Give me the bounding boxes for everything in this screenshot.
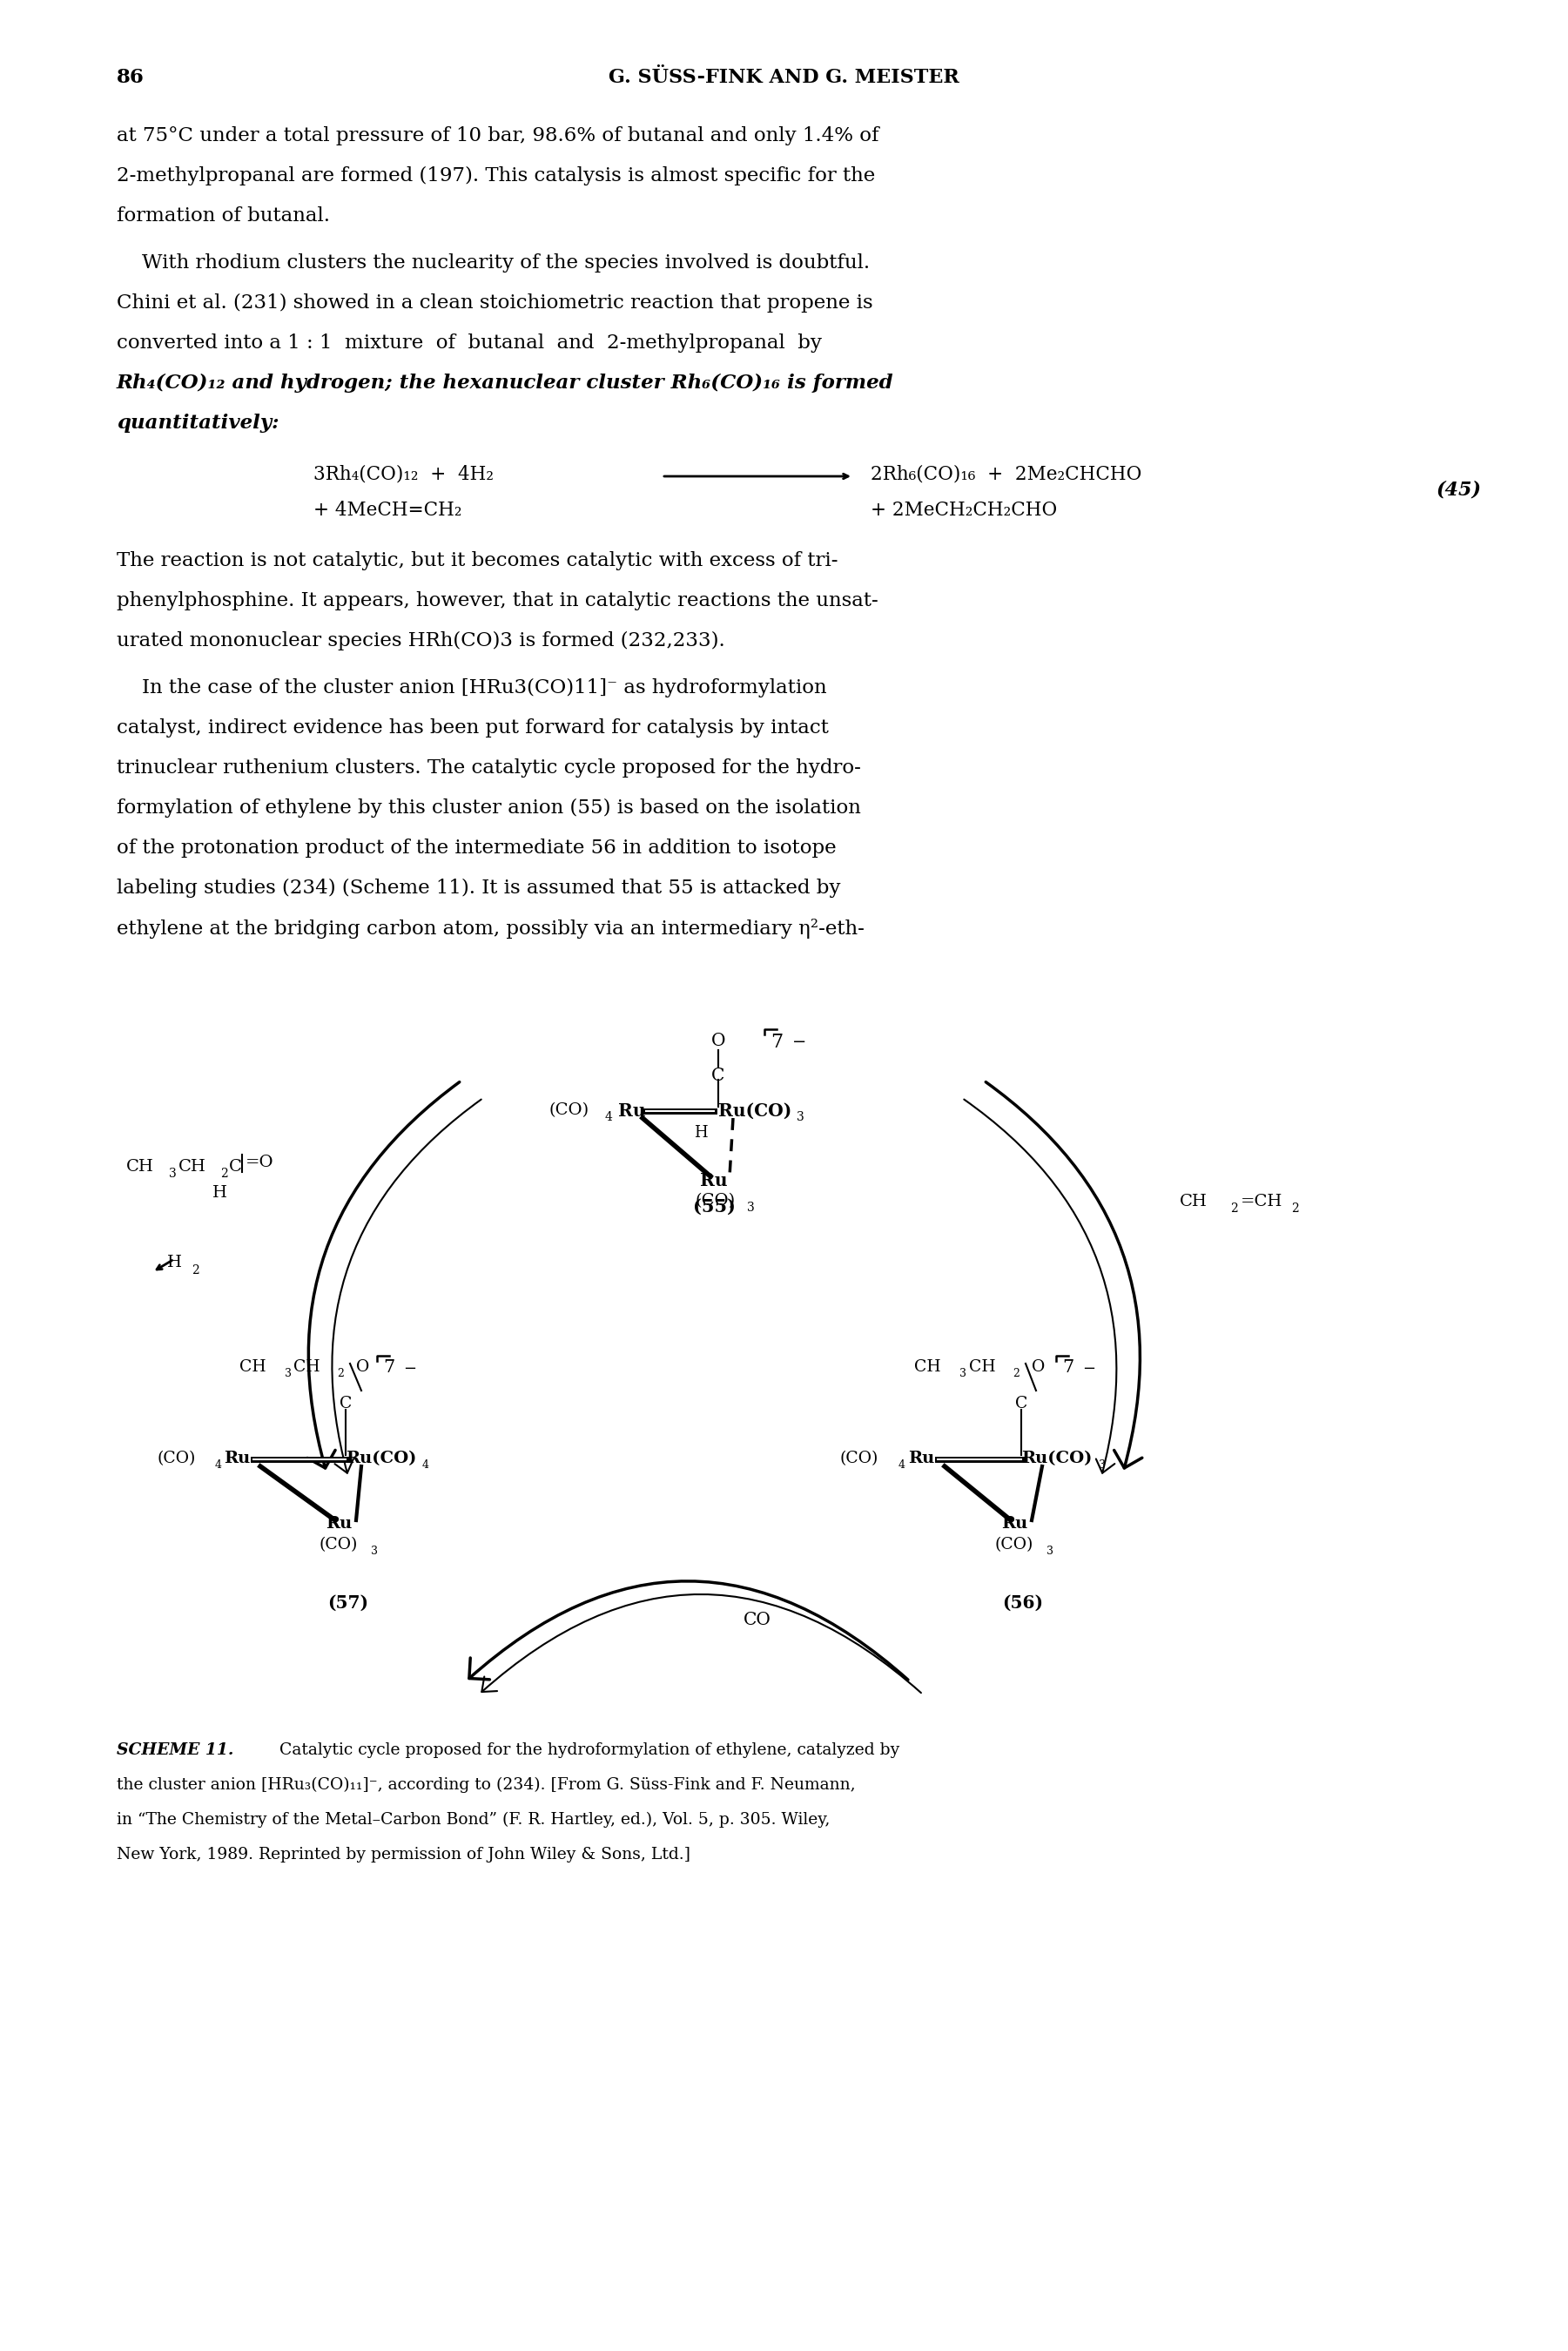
Text: (CO): (CO) [994,1538,1033,1552]
Text: 3: 3 [960,1368,966,1380]
FancyArrowPatch shape [481,1594,920,1693]
Text: quantitatively:: quantitatively: [116,414,279,433]
Text: Ru(CO): Ru(CO) [1021,1451,1091,1467]
Text: CH: CH [969,1359,996,1375]
Text: labeling studies (234) (Scheme 11). It is assumed that 55 is attacked by: labeling studies (234) (Scheme 11). It i… [116,879,840,898]
Text: CH: CH [127,1159,154,1176]
Text: Chini et al. (231) showed in a clean stoichiometric reaction that propene is: Chini et al. (231) showed in a clean sto… [116,294,873,313]
Text: O: O [710,1032,726,1049]
Text: 2: 2 [1290,1201,1298,1215]
Text: H: H [168,1255,182,1270]
Text: Ru: Ru [224,1451,249,1467]
Text: + 2MeCH₂CH₂CHO: + 2MeCH₂CH₂CHO [870,501,1057,520]
Text: 2: 2 [1013,1368,1019,1380]
Text: 2: 2 [191,1265,199,1277]
Text: C: C [339,1396,351,1411]
Text: CO: CO [743,1613,771,1629]
Text: C: C [1014,1396,1027,1411]
Text: 7: 7 [1062,1359,1074,1375]
Text: O: O [1021,1359,1044,1375]
FancyArrowPatch shape [986,1081,1142,1467]
Text: 3: 3 [285,1368,292,1380]
Text: 4: 4 [215,1460,223,1472]
Text: at 75°C under a total pressure of 10 bar, 98.6% of butanal and only 1.4% of: at 75°C under a total pressure of 10 bar… [116,127,880,146]
Text: CH: CH [179,1159,207,1176]
Text: urated mononuclear species HRh(CO)3 is formed (232,233).: urated mononuclear species HRh(CO)3 is f… [116,632,724,651]
Text: (56): (56) [1002,1594,1043,1613]
Text: In the case of the cluster anion [HRu3(CO)11]⁻ as hydroformylation: In the case of the cluster anion [HRu3(C… [116,679,826,698]
Text: (CO): (CO) [157,1451,196,1467]
Text: Catalytic cycle proposed for the hydroformylation of ethylene, catalyzed by: Catalytic cycle proposed for the hydrofo… [270,1742,900,1759]
Text: 3: 3 [372,1545,378,1556]
Text: H: H [695,1126,707,1140]
Text: Ru(CO): Ru(CO) [718,1103,792,1119]
Text: (CO): (CO) [695,1192,735,1208]
Text: C: C [712,1067,724,1084]
Text: 3: 3 [797,1112,804,1124]
Text: 2Rh₆(CO)₁₆  +  2Me₂CHCHO: 2Rh₆(CO)₁₆ + 2Me₂CHCHO [870,463,1142,484]
Text: converted into a 1 : 1  mixture  of  butanal  and  2-methylpropanal  by: converted into a 1 : 1 mixture of butana… [116,334,822,353]
Text: of the protonation product of the intermediate 56 in addition to isotope: of the protonation product of the interm… [116,839,836,858]
Text: 3Rh₄(CO)₁₂  +  4H₂: 3Rh₄(CO)₁₂ + 4H₂ [314,463,494,484]
Text: =CH: =CH [1240,1194,1283,1208]
Text: CH: CH [293,1359,320,1375]
Text: H: H [212,1185,227,1201]
Text: 86: 86 [116,68,144,87]
Text: 7: 7 [383,1359,395,1375]
Text: 2-methylpropanal are formed (197). This catalysis is almost specific for the: 2-methylpropanal are formed (197). This … [116,167,875,186]
Text: Ru(CO): Ru(CO) [345,1451,417,1467]
Text: CH: CH [1179,1194,1207,1208]
Text: phenylphosphine. It appears, however, that in catalytic reactions the unsat-: phenylphosphine. It appears, however, th… [116,590,878,611]
Text: formation of butanal.: formation of butanal. [116,207,329,226]
Text: CH: CH [914,1359,941,1375]
Text: CH: CH [240,1359,267,1375]
Text: 3: 3 [169,1168,177,1180]
Text: With rhodium clusters the nuclearity of the species involved is doubtful.: With rhodium clusters the nuclearity of … [116,254,870,273]
Text: Ru: Ru [908,1451,935,1467]
Text: 4: 4 [605,1112,613,1124]
Text: Ru: Ru [618,1103,646,1119]
Text: Ru: Ru [1000,1516,1027,1531]
Text: −: − [403,1361,416,1378]
Text: −: − [792,1034,806,1051]
Text: −: − [1082,1361,1096,1378]
Text: 3: 3 [1046,1545,1054,1556]
Text: (CO): (CO) [318,1538,358,1552]
Text: Ru: Ru [701,1173,728,1190]
Text: formylation of ethylene by this cluster anion (55) is based on the isolation: formylation of ethylene by this cluster … [116,799,861,818]
Text: 2: 2 [220,1168,227,1180]
Text: 2: 2 [337,1368,343,1380]
Text: (55): (55) [693,1199,735,1215]
Text: (57): (57) [328,1594,368,1613]
FancyArrowPatch shape [469,1582,908,1679]
FancyArrowPatch shape [964,1100,1116,1474]
Text: 2: 2 [1231,1201,1237,1215]
Text: + 4MeCH=CH₂: + 4MeCH=CH₂ [314,501,463,520]
Text: New York, 1989. Reprinted by permission of John Wiley & Sons, Ltd.]: New York, 1989. Reprinted by permission … [116,1848,690,1862]
Text: SCHEME 11.: SCHEME 11. [116,1742,234,1759]
Text: Rh₄(CO)₁₂ and hydrogen; the hexanuclear cluster Rh₆(CO)₁₆ is formed: Rh₄(CO)₁₂ and hydrogen; the hexanuclear … [116,374,894,393]
Text: Ru: Ru [326,1516,351,1531]
Text: ethylene at the bridging carbon atom, possibly via an intermediary η²-eth-: ethylene at the bridging carbon atom, po… [116,919,864,938]
Text: 7: 7 [770,1032,782,1051]
Text: O: O [345,1359,370,1375]
Text: the cluster anion [HRu₃(CO)₁₁]⁻, according to (234). [From G. Süss-Fink and F. N: the cluster anion [HRu₃(CO)₁₁]⁻, accordi… [116,1777,856,1794]
FancyArrowPatch shape [307,1081,459,1467]
Text: 3: 3 [746,1201,754,1213]
Text: in “The Chemistry of the Metal–Carbon Bond” (F. R. Hartley, ed.), Vol. 5, p. 305: in “The Chemistry of the Metal–Carbon Bo… [116,1813,829,1829]
Text: 4: 4 [898,1460,905,1472]
Text: (CO): (CO) [549,1103,588,1119]
Text: =O: =O [246,1154,274,1171]
Text: The reaction is not catalytic, but it becomes catalytic with excess of tri-: The reaction is not catalytic, but it be… [116,550,837,571]
Text: catalyst, indirect evidence has been put forward for catalysis by intact: catalyst, indirect evidence has been put… [116,719,829,738]
Text: C: C [229,1159,241,1176]
Text: (CO): (CO) [840,1451,878,1467]
Text: trinuclear ruthenium clusters. The catalytic cycle proposed for the hydro-: trinuclear ruthenium clusters. The catal… [116,759,861,778]
Text: 4: 4 [422,1460,430,1472]
FancyArrowPatch shape [332,1100,481,1474]
Text: 3: 3 [1099,1460,1105,1472]
Text: G. SÜSS-FINK AND G. MEISTER: G. SÜSS-FINK AND G. MEISTER [608,68,960,87]
Text: (45): (45) [1436,480,1482,498]
